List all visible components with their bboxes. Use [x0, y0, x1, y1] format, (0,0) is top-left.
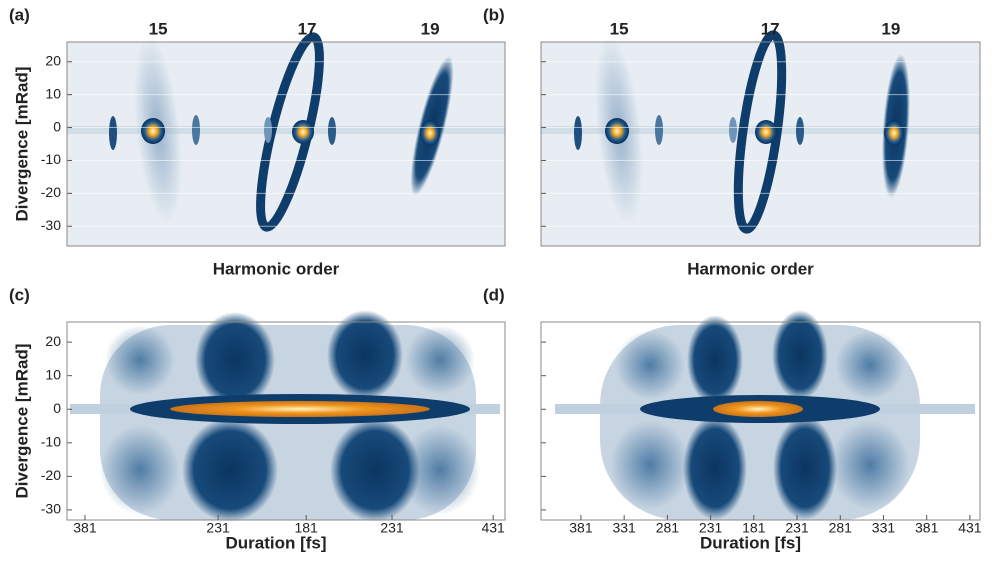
- x-axis-label: Harmonic order: [687, 259, 814, 278]
- x-tick-label: 431: [481, 520, 505, 536]
- y-axis-label: Divergence [mRad]: [12, 67, 31, 222]
- panel-label: (d): [483, 285, 505, 304]
- x-tick-label: 231: [785, 520, 809, 536]
- harmonic-label: 17: [298, 19, 317, 38]
- x-axis-label: Duration [fs]: [225, 533, 326, 552]
- y-tick-label: -20: [41, 184, 61, 200]
- harmonic-label: 19: [421, 19, 440, 38]
- y-tick-label: 10: [45, 366, 61, 382]
- y-tick-label: -30: [41, 501, 61, 517]
- harmonic-label: 15: [610, 19, 629, 38]
- y-tick-label: -10: [41, 151, 61, 167]
- x-tick-label: 281: [656, 520, 680, 536]
- plot-frame: [540, 321, 981, 521]
- x-tick-label: 381: [915, 520, 939, 536]
- y-tick-label: 20: [45, 333, 61, 349]
- x-tick-label: 231: [699, 520, 723, 536]
- y-axis-label: Divergence [mRad]: [12, 344, 31, 499]
- heatmap-image: [541, 30, 980, 246]
- x-tick-label: 181: [294, 520, 318, 536]
- x-axis-label: Harmonic order: [213, 259, 340, 278]
- plot-frame: [66, 41, 506, 247]
- harmonic-label: 17: [761, 19, 780, 38]
- x-axis-label: Duration [fs]: [700, 533, 801, 552]
- y-tick-label: -20: [41, 467, 61, 483]
- x-tick-label: 231: [380, 520, 404, 536]
- x-tick-label: 181: [742, 520, 766, 536]
- x-tick-label: 231: [206, 520, 230, 536]
- harmonic-label: 19: [881, 19, 900, 38]
- x-tick-label: 431: [958, 520, 982, 536]
- heatmap-image: [541, 310, 980, 520]
- y-tick-label: 0: [53, 400, 61, 416]
- panel-label: (c): [9, 285, 30, 304]
- y-tick-label: -30: [41, 217, 61, 233]
- x-tick-label: 381: [569, 520, 593, 536]
- x-tick-label: 281: [829, 520, 853, 536]
- harmonic-label: 15: [149, 19, 168, 38]
- plot-frame: [540, 41, 981, 247]
- y-tick-label: -10: [41, 434, 61, 450]
- y-tick-label: 20: [45, 52, 61, 68]
- plot-frame: [66, 321, 506, 521]
- x-tick-label: 331: [872, 520, 896, 536]
- panel-label: (a): [9, 5, 30, 24]
- x-tick-label: 381: [73, 520, 97, 536]
- heatmap-image: [67, 32, 505, 246]
- panel-label: (b): [483, 5, 505, 24]
- x-tick-label: 331: [612, 520, 636, 536]
- y-tick-label: 0: [53, 118, 61, 134]
- heatmap-image: [67, 310, 505, 522]
- y-tick-label: 10: [45, 85, 61, 101]
